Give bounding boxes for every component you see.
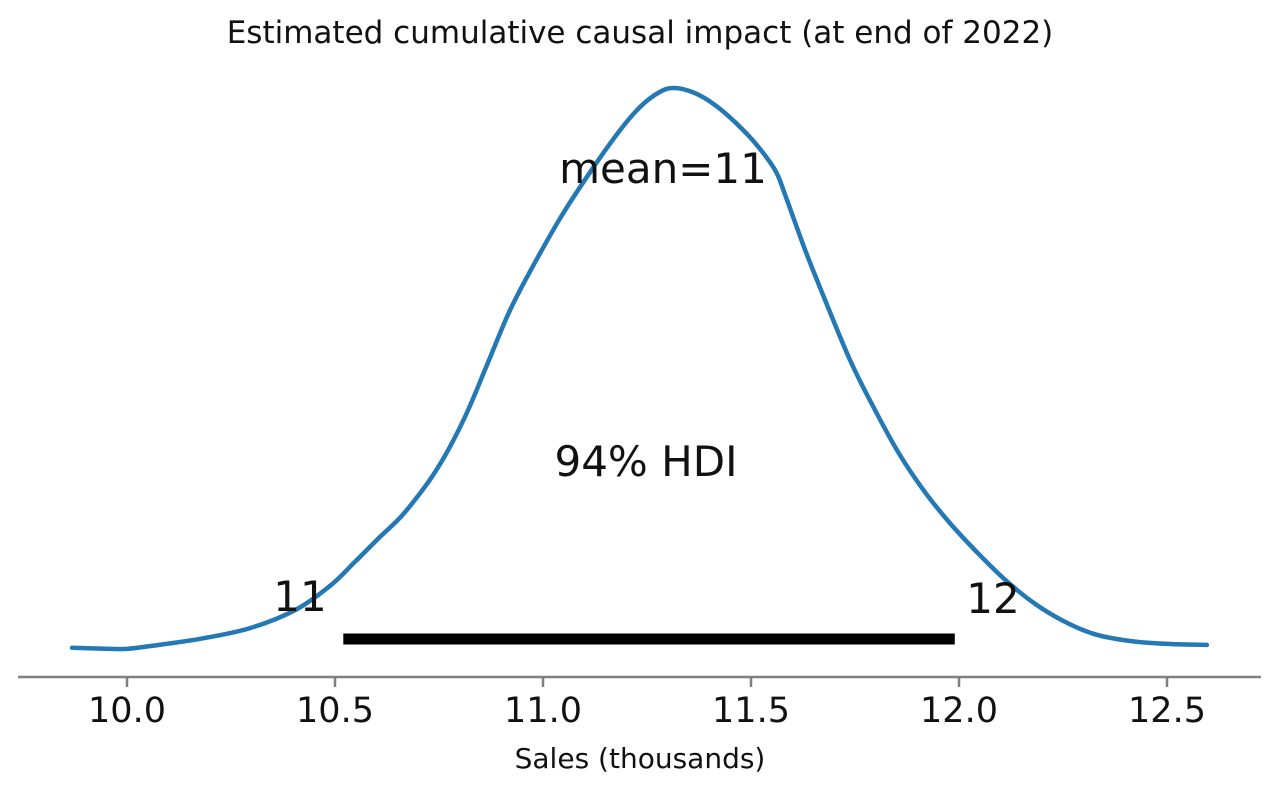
hdi-lower-label: 11	[273, 572, 326, 621]
x-axis-label: Sales (thousands)	[515, 742, 766, 775]
x-tick-label: 10.5	[296, 691, 374, 731]
x-tick-label: 12.0	[920, 691, 998, 731]
mean-label: mean=11	[559, 144, 767, 193]
x-tick-label: 11.5	[712, 691, 790, 731]
x-tick-label: 12.5	[1128, 691, 1206, 731]
x-axis-ticks: 10.0 10.5 11.0 11.5 12.0 12.5	[88, 677, 1206, 731]
x-tick-label: 11.0	[504, 691, 582, 731]
hdi-probability-label: 94% HDI	[554, 437, 737, 486]
chart-title: Estimated cumulative causal impact (at e…	[227, 15, 1054, 51]
x-tick-label: 10.0	[88, 691, 166, 731]
hdi-upper-label: 12	[966, 574, 1019, 623]
kde-curve	[69, 85, 1210, 652]
